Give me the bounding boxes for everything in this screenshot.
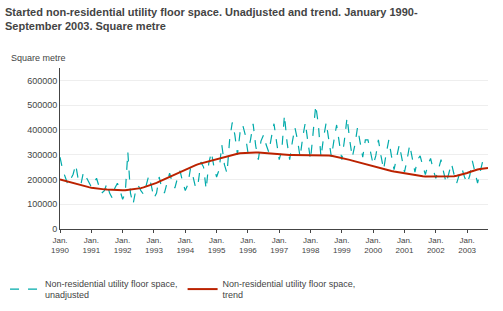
svg-text:Jan.1995: Jan.1995: [208, 236, 226, 255]
svg-text:Jan.2003: Jan.2003: [458, 236, 476, 255]
svg-text:Jan.1997: Jan.1997: [270, 236, 288, 255]
svg-text:Jan.1996: Jan.1996: [239, 236, 257, 255]
svg-text:Jan.2002: Jan.2002: [427, 236, 445, 255]
svg-text:600000: 600000: [27, 76, 57, 86]
svg-text:200000: 200000: [27, 175, 57, 185]
svg-text:Jan.1998: Jan.1998: [302, 236, 320, 255]
svg-text:Jan.1990: Jan.1990: [51, 236, 69, 255]
svg-text:Jan.2001: Jan.2001: [396, 236, 414, 255]
svg-text:Jan.1999: Jan.1999: [333, 236, 351, 255]
svg-text:0: 0: [52, 224, 57, 234]
svg-text:Started non-residential utilit: Started non-residential utility floor sp…: [5, 6, 418, 32]
svg-text:Non-residential utility floor: Non-residential utility floor space,unad…: [45, 279, 178, 301]
svg-text:Jan.1991: Jan.1991: [82, 236, 100, 255]
svg-text:400000: 400000: [27, 125, 57, 135]
svg-text:Jan.1993: Jan.1993: [145, 236, 163, 255]
svg-text:Non-residential utility floor: Non-residential utility floor space,tren…: [223, 279, 356, 301]
svg-text:Jan.1992: Jan.1992: [114, 236, 132, 255]
svg-text:500000: 500000: [27, 100, 57, 110]
svg-text:100000: 100000: [27, 199, 57, 209]
svg-text:300000: 300000: [27, 150, 57, 160]
svg-text:Jan.1994: Jan.1994: [176, 236, 194, 255]
svg-text:Square metre: Square metre: [11, 53, 66, 63]
svg-text:Jan.2000: Jan.2000: [364, 236, 382, 255]
